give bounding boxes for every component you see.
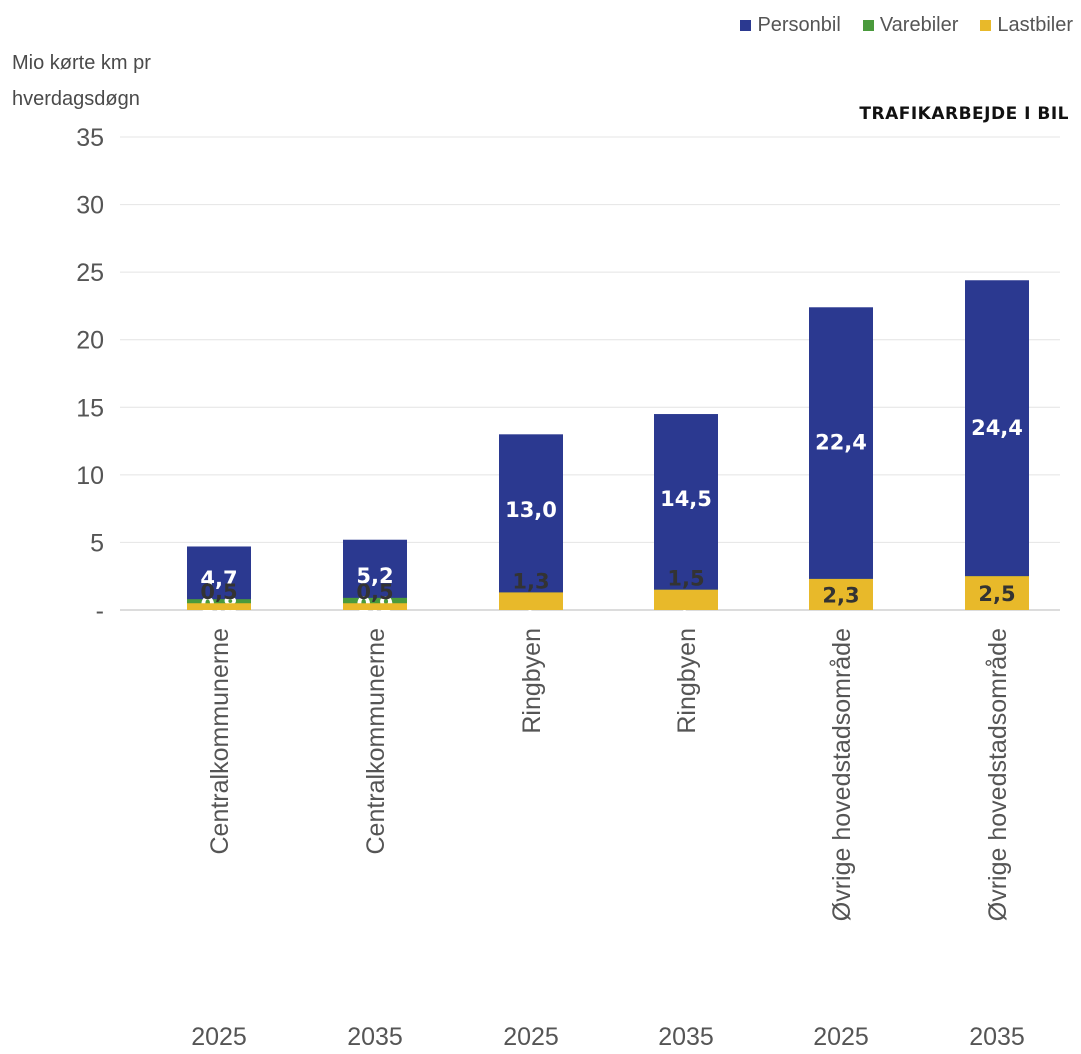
x-year-label-4: 2025 (813, 1023, 869, 1051)
legend-item-lastbiler: Lastbiler (980, 14, 1073, 37)
chart-title: TRAFIKARBEJDE I BIL (859, 104, 1069, 124)
data-label-personbil-5: 24,4 (971, 416, 1023, 440)
y-tick-label-15: 15 (76, 394, 104, 422)
x-category-label-4: Øvrige hovedstadsområde (828, 628, 856, 921)
data-label-lastbiler-5: 2,5 (978, 582, 1015, 606)
bar-lastbiler-4 (809, 578, 873, 610)
x-category-label-3: Ringbyen (673, 628, 701, 734)
data-label-lastbiler-2: 1,3 (512, 569, 549, 593)
y-axis-label-line-2: hverdagsdøgn (12, 88, 140, 110)
data-label-lastbiler-4: 2,3 (822, 583, 859, 607)
data-label-personbil-3: 14,5 (660, 487, 712, 511)
y-tick-label-25: 25 (76, 259, 104, 287)
y-tick-label-0: - (96, 597, 104, 625)
data-label-personbil-4: 22,4 (815, 431, 867, 455)
bar-personbil-4 (809, 307, 873, 610)
x-category-label-0: Centralkommunerne (206, 628, 234, 855)
y-tick-label-20: 20 (76, 327, 104, 355)
bar-personbil-3 (654, 414, 718, 610)
x-year-label-1: 2035 (347, 1023, 403, 1051)
x-year-label-3: 2035 (658, 1023, 714, 1051)
legend: Personbil Varebiler Lastbiler (740, 14, 1073, 37)
x-category-label-5: Øvrige hovedstadsområde (984, 628, 1012, 921)
legend-item-personbil: Personbil (740, 14, 841, 37)
data-label-personbil-2: 13,0 (505, 498, 557, 522)
data-label-lastbiler-0: 0,5 (200, 580, 237, 604)
data-label-personbil-0: 4,7 (200, 567, 237, 591)
bar-lastbiler-0 (187, 603, 251, 610)
bar-personbil-5 (965, 280, 1029, 610)
y-tick-label-5: 5 (90, 529, 104, 557)
y-tick-label-35: 35 (76, 124, 104, 152)
legend-swatch-lastbiler (980, 20, 992, 31)
legend-label-varebiler: Varebiler (879, 14, 959, 36)
legend-swatch-personbil (740, 20, 752, 31)
y-tick-label-30: 30 (76, 192, 104, 220)
bar-lastbiler-5 (965, 576, 1029, 610)
y-tick-label-10: 10 (76, 462, 104, 490)
data-label-lastbiler-3: 1,5 (667, 567, 704, 591)
y-axis-label-line-1: Mio kørte km pr (12, 52, 151, 74)
data-label-lastbiler-1: 0,5 (356, 580, 393, 604)
bar-lastbiler-2 (499, 592, 563, 610)
legend-label-personbil: Personbil (757, 14, 841, 36)
legend-item-varebiler: Varebiler (862, 14, 959, 37)
x-category-label-2: Ringbyen (518, 628, 546, 734)
x-year-label-5: 2035 (969, 1023, 1025, 1051)
bar-personbil-2 (499, 434, 563, 610)
x-year-label-2: 2025 (503, 1023, 559, 1051)
legend-swatch-varebiler (862, 20, 874, 31)
x-category-label-1: Centralkommunerne (362, 628, 390, 855)
bar-lastbiler-3 (654, 589, 718, 610)
data-label-personbil-1: 5,2 (356, 564, 393, 588)
bar-lastbiler-1 (343, 603, 407, 610)
x-year-label-0: 2025 (191, 1023, 247, 1051)
legend-label-lastbiler: Lastbiler (997, 14, 1073, 36)
